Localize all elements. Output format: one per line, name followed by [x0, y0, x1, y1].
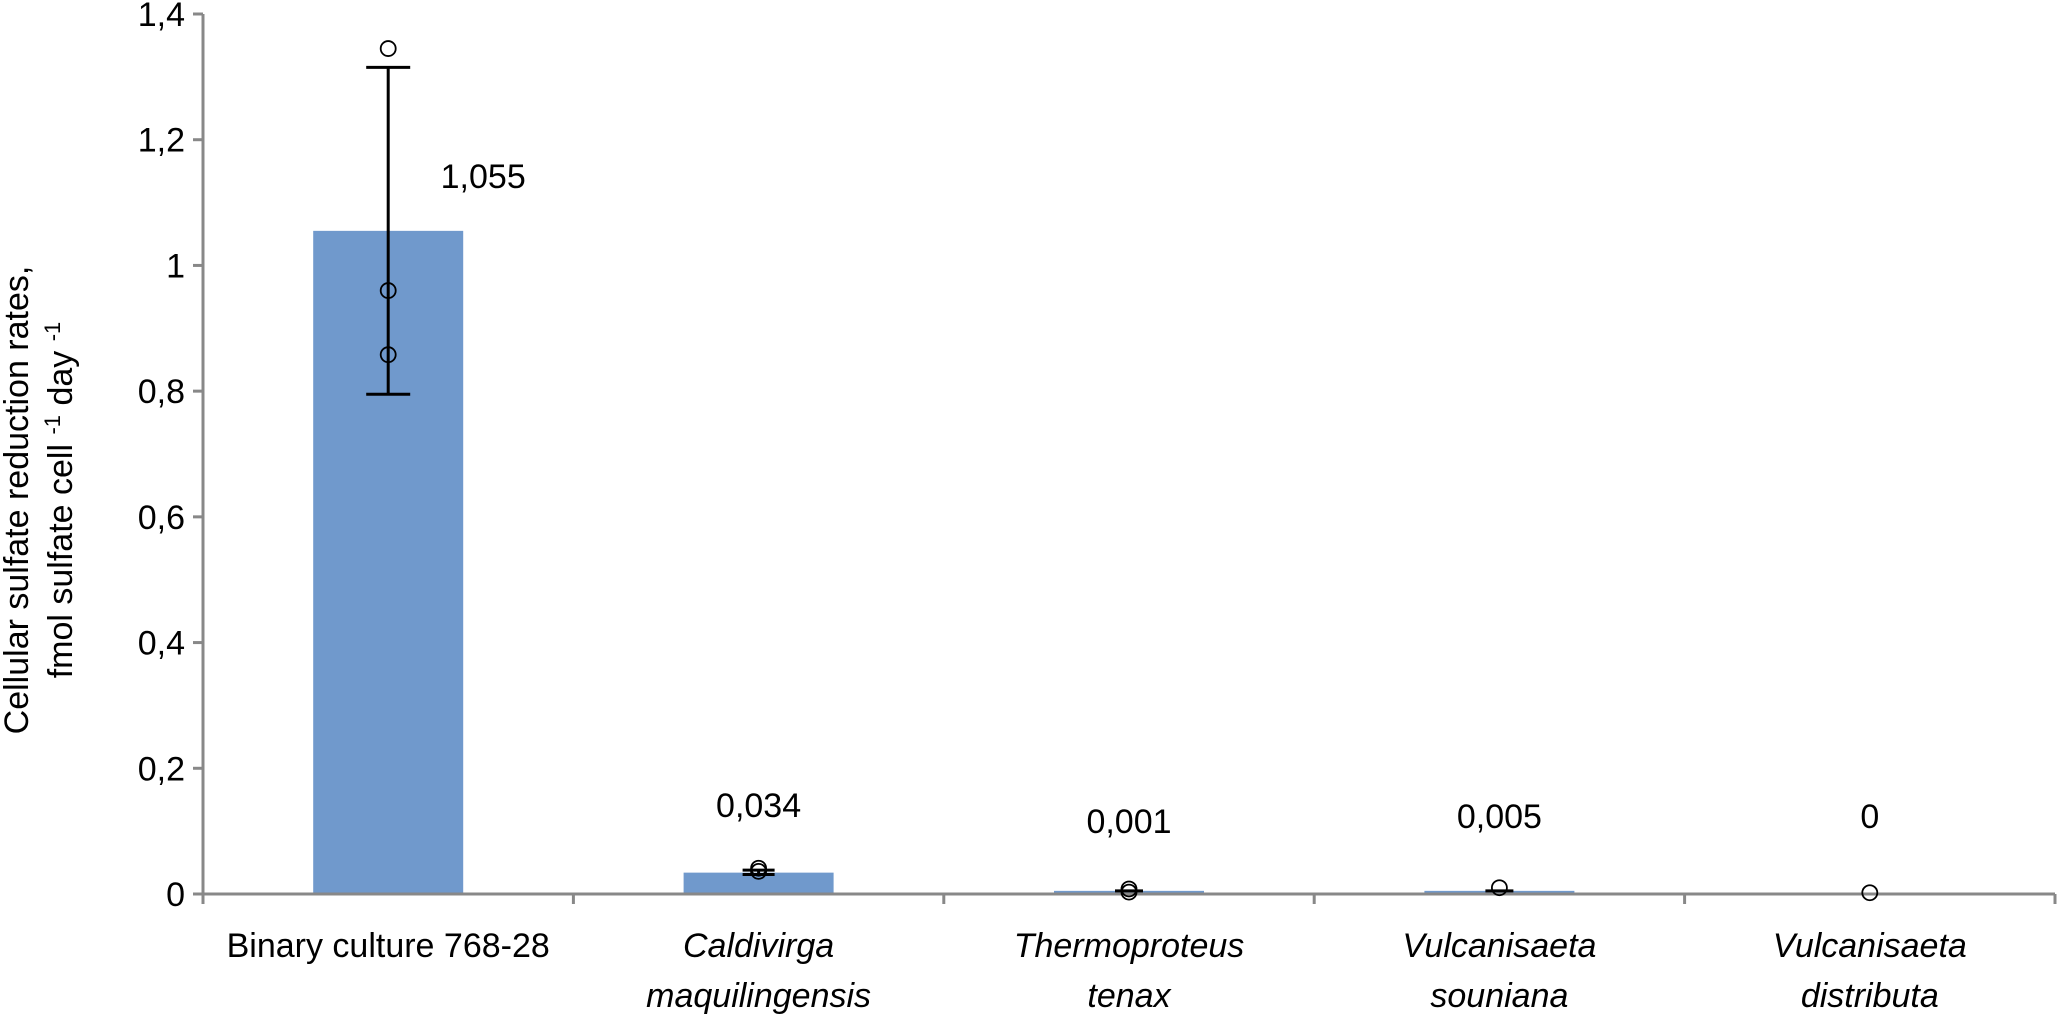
bar-1	[683, 872, 834, 894]
category-label-3-line-1: souniana	[1430, 977, 1568, 1015]
category-label-0-line-0: Binary culture 768-28	[227, 927, 550, 965]
replicate-point-4-0	[1861, 884, 1879, 902]
data-label-3: 0,005	[1457, 798, 1542, 836]
data-label-2: 0,001	[1086, 803, 1171, 841]
category-label-2-line-0: Thermoproteus	[1014, 927, 1245, 965]
labels-layer: 0 0,2 0,4 0,6 0,8 1 1,2 1,4 Binary culture 768-2…	[138, 0, 1967, 1015]
bars-layer	[313, 230, 1575, 894]
replicate-point-2-1	[1120, 883, 1138, 901]
category-label-2-line-1: tenax	[1087, 977, 1171, 1015]
replicate-point-1-1	[750, 862, 767, 880]
y-axis-title-line-2: fmol sulfate cell -1 day -1	[40, 322, 81, 679]
marks-layer	[366, 40, 1879, 902]
y-tick-label-6: 1,2	[138, 122, 185, 160]
y-tick-label-7: 1,4	[138, 0, 185, 34]
y-tick-label-4: 0,8	[138, 373, 185, 411]
data-label-0: 1,055	[441, 158, 526, 196]
y-tick-label-5: 1	[166, 247, 185, 285]
y-tick-label-1: 0,2	[138, 750, 185, 788]
category-label-4-line-0: Vulcanisaeta	[1773, 927, 1967, 965]
y-axis-title-unit-fmol: fmol sulfate cell	[42, 435, 80, 679]
y-axis-title-exp-1: -1	[40, 415, 65, 435]
replicate-point-0-0	[379, 40, 397, 57]
y-axis-title-exp-2: -1	[40, 322, 65, 342]
category-label-3-line-0: Vulcanisaeta	[1402, 927, 1596, 965]
y-tick-label-2: 0,4	[138, 625, 185, 663]
data-label-4: 0	[1860, 798, 1879, 836]
y-axis-title: Cellular sulfate reduction rates, fmol s…	[0, 266, 80, 735]
replicate-point-0-2	[379, 346, 397, 364]
bar-3	[1424, 890, 1575, 894]
category-label-1-line-1: maquilingensis	[646, 977, 871, 1015]
replicate-point-3-0	[1491, 879, 1508, 897]
y-axis-title-unit-day: day	[42, 341, 80, 415]
category-label-1-line-0: Caldivirga	[683, 927, 834, 965]
axes-layer	[193, 12, 2057, 904]
y-axis-title-line-1: Cellular sulfate reduction rates,	[0, 266, 36, 735]
y-tick-label-3: 0,6	[138, 499, 185, 537]
y-tick-label-0: 0	[166, 876, 185, 914]
data-label-1: 0,034	[716, 787, 801, 825]
bar-2	[1054, 890, 1204, 894]
category-label-4-line-1: distributa	[1801, 977, 1939, 1015]
replicate-point-0-1	[379, 282, 397, 299]
